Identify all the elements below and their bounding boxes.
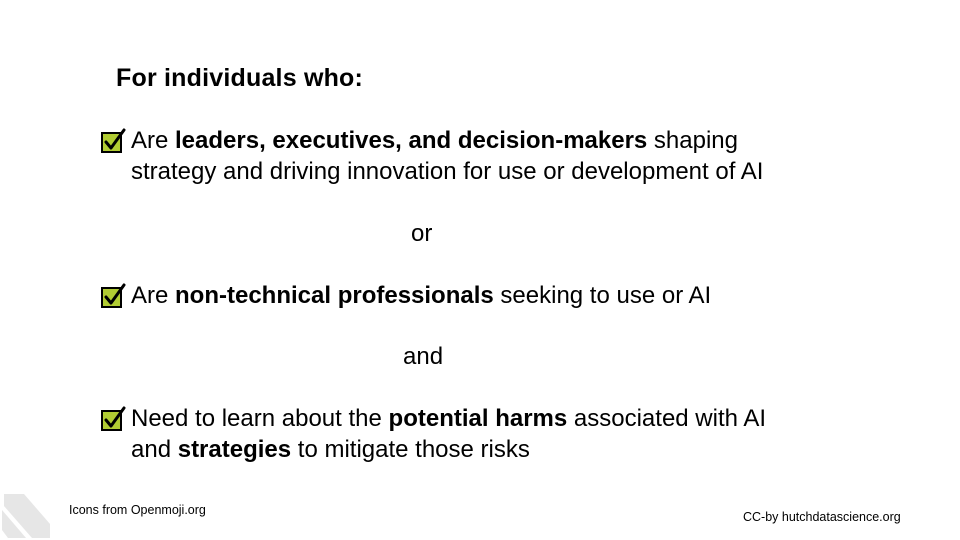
bold-text-run: non-technical professionals [175, 282, 494, 309]
text-run: Are [131, 127, 176, 154]
hutch-logo-icon [2, 494, 50, 538]
text-run: shaping strategy and driving innovation … [131, 127, 764, 185]
connector-and: and [403, 343, 444, 370]
check-mark-button-icon [101, 283, 126, 308]
list-item-leaders: Are leaders, executives, and decision-ma… [100, 125, 820, 187]
license-credit: CC-by hutchdatascience.org [743, 510, 901, 524]
list-item-text: Are non-technical professionals seeking … [131, 280, 786, 311]
bold-text-run: potential harms [388, 405, 568, 432]
bold-text-run: leaders, executives, and decision-makers [175, 127, 648, 154]
text-run: associated with AI and [131, 405, 767, 463]
list-item-non-technical: Are non-technical professionals seeking … [100, 280, 820, 311]
list-item-harms: Need to learn about the potential harms … [100, 403, 820, 465]
icons-credit: Icons from Openmoji.org [69, 503, 206, 517]
text-run: seeking to use or AI [493, 282, 712, 309]
connector-or: or [411, 220, 433, 247]
text-run: Need to learn about the [131, 405, 389, 432]
bold-text-run: strategies [177, 436, 292, 463]
check-mark-button-icon [101, 406, 126, 431]
heading: For individuals who: [116, 64, 364, 92]
check-mark-button-icon [101, 128, 126, 153]
list-item-text: Are leaders, executives, and decision-ma… [131, 125, 811, 187]
list-item-text: Need to learn about the potential harms … [131, 403, 811, 465]
text-run: to mitigate those risks [291, 436, 530, 463]
text-run: Are [131, 282, 176, 309]
